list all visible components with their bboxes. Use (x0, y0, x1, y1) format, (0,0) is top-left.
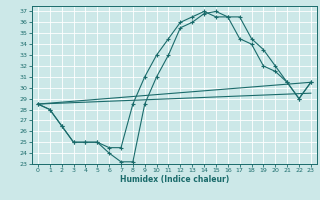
X-axis label: Humidex (Indice chaleur): Humidex (Indice chaleur) (120, 175, 229, 184)
